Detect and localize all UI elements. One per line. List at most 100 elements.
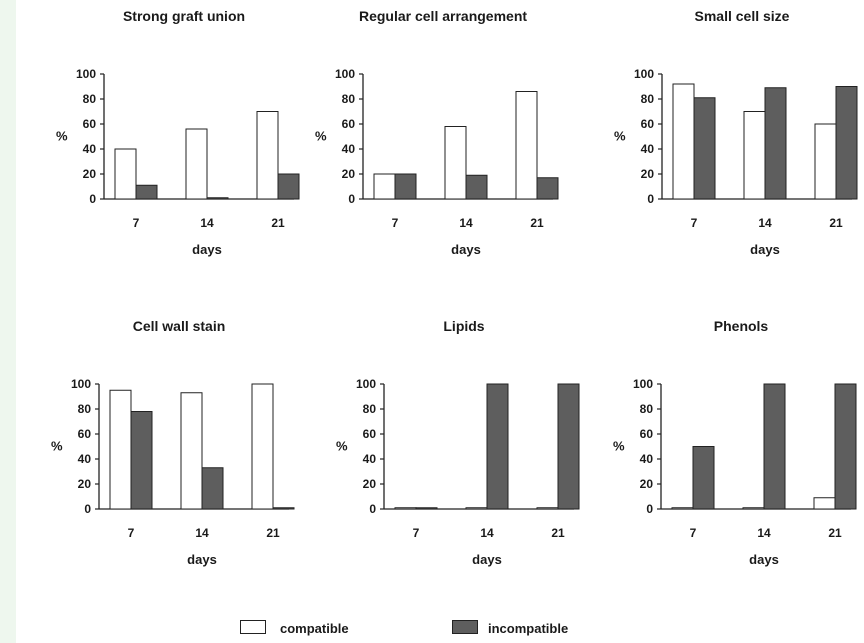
y-tick-label: 60 [342,117,356,131]
y-tick-label: 100 [76,67,96,81]
bar-compatible [185,128,208,200]
y-tick-label: 100 [356,377,376,391]
y-tick-label: 80 [83,92,97,106]
y-tick-label: 20 [78,477,92,491]
bar-compatible [671,507,694,510]
x-tick-label: 7 [691,216,698,230]
chart-svg: % 0 20 40 60 80 100 7 14 21 days [51,377,295,567]
x-tick-label: 14 [758,216,772,230]
bar-compatible [814,123,837,200]
y-tick-label: 0 [647,192,654,206]
x-tick-label: 14 [459,216,473,230]
y-tick-label: 0 [89,192,96,206]
y-tick-label: 0 [84,502,91,516]
bar-compatible [444,126,467,200]
chart-title: Phenols [713,318,769,334]
y-tick-label: 40 [78,452,92,466]
bar-incompatible [394,173,417,200]
y-tick-label: 0 [646,502,653,516]
bar-incompatible [835,86,858,200]
bar-compatible [813,497,836,510]
x-tick-label: 14 [480,526,494,540]
bar-incompatible [277,173,300,200]
chart-title: Regular cell arrangement [358,8,528,24]
figure-canvas: Strong graft union% 0 20 40 60 80 100 7 14 21 days… [16,0,864,643]
bar-compatible [109,389,132,510]
x-tick-label: 7 [392,216,399,230]
bar-incompatible [201,467,224,510]
bar-compatible [672,83,695,200]
bar-incompatible [206,197,229,200]
legend: compatible incompatible [220,616,640,640]
y-tick-label: 80 [78,402,92,416]
bar-incompatible [415,507,438,510]
x-tick-label: 21 [551,526,565,540]
y-tick-label: 40 [363,452,377,466]
bar-incompatible [130,411,153,510]
x-tick-label: 21 [271,216,285,230]
y-tick-label: 100 [633,377,653,391]
bar-compatible [536,507,559,510]
y-tick-label: 20 [363,477,377,491]
bar-incompatible [486,383,509,510]
bar-compatible [251,383,274,510]
bar-compatible [180,392,203,510]
x-tick-label: 14 [195,526,209,540]
legend-swatch-compatible [240,620,266,634]
x-tick-label: 7 [413,526,420,540]
bar-incompatible [272,507,295,510]
bar-compatible [373,173,396,200]
y-tick-label: 20 [83,167,97,181]
y-tick-label: 100 [71,377,91,391]
x-axis-label: days [472,552,502,567]
y-tick-label: 40 [83,142,97,156]
y-tick-label: 60 [83,117,97,131]
y-tick-label: 60 [641,117,655,131]
bar-compatible [465,507,488,510]
y-axis-label: % [51,439,63,454]
y-axis-label: % [56,129,68,144]
y-tick-label: 80 [641,92,655,106]
y-tick-label: 20 [641,167,655,181]
chart-svg: % 0 20 40 60 80 100 7 14 21 days [613,377,857,567]
y-tick-label: 100 [634,67,654,81]
y-tick-label: 60 [640,427,654,441]
y-tick-label: 0 [348,192,355,206]
y-tick-label: 100 [335,67,355,81]
x-tick-label: 21 [266,526,280,540]
bar-incompatible [834,383,857,510]
x-axis-label: days [192,242,222,257]
y-tick-label: 40 [640,452,654,466]
legend-label-incompatible: incompatible [488,621,569,636]
bar-incompatible [465,174,488,200]
y-tick-label: 40 [342,142,356,156]
bar-incompatible [763,383,786,510]
x-axis-label: days [451,242,481,257]
x-axis-label: days [187,552,217,567]
chart-svg: % 0 20 40 60 80 100 7 14 21 days [336,377,580,567]
bar-incompatible [135,184,158,200]
bar-compatible [515,91,538,200]
bar-compatible [256,111,279,200]
y-tick-label: 80 [342,92,356,106]
chart-title: Strong graft union [122,8,246,24]
y-tick-label: 20 [342,167,356,181]
legend-swatch-incompatible [452,620,478,634]
x-tick-label: 14 [200,216,214,230]
chart-svg: % 0 20 40 60 80 100 7 14 21 days [614,67,858,257]
x-tick-label: 7 [128,526,135,540]
y-axis-label: % [336,439,348,454]
bar-incompatible [764,87,787,200]
bar-compatible [743,111,766,200]
legend-label-compatible: compatible [280,621,349,636]
x-axis-label: days [750,242,780,257]
x-tick-label: 21 [828,526,842,540]
x-tick-label: 21 [530,216,544,230]
y-tick-label: 0 [369,502,376,516]
y-tick-label: 60 [78,427,92,441]
y-tick-label: 20 [640,477,654,491]
bar-incompatible [693,97,716,200]
x-tick-label: 7 [690,526,697,540]
y-tick-label: 80 [363,402,377,416]
x-tick-label: 21 [829,216,843,230]
